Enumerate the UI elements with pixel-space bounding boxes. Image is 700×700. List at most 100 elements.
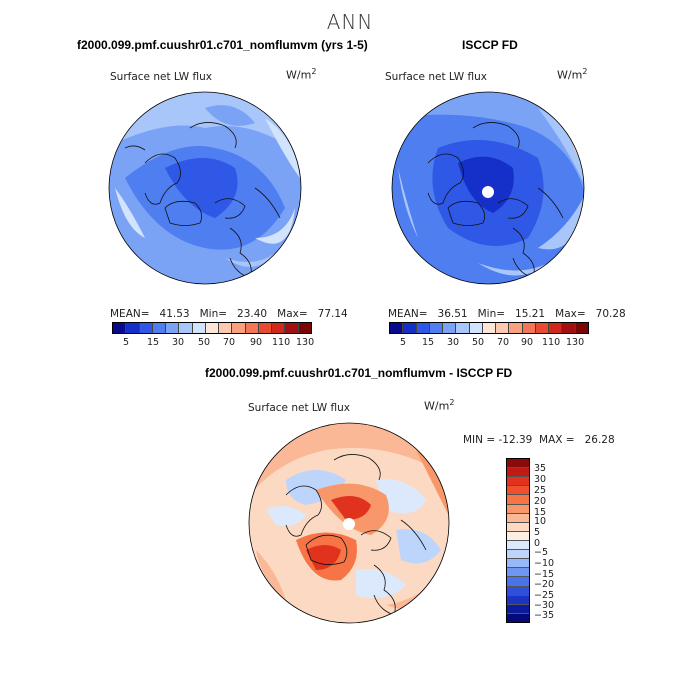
colorbar-tick-label: 70 <box>497 337 510 348</box>
colorbar-swatch <box>272 323 286 333</box>
panel2-variable-label: Surface net LW flux <box>385 71 487 83</box>
panel1-variable-label: Surface net LW flux <box>110 71 212 83</box>
colorbar-tick-label: 70 <box>223 337 236 348</box>
colorbar-tick-label: 30 <box>534 474 547 485</box>
colorbar-swatch <box>507 559 529 569</box>
panel2-polar-map <box>391 91 585 285</box>
panel3-colorbar-labels: 35 30 25 20 15 10 5 0 −5 −10 −15 −20 −25… <box>534 0 574 700</box>
colorbar-tick-label: 90 <box>521 337 534 348</box>
colorbar-swatch <box>507 468 529 478</box>
panel3-colorbar <box>506 458 530 623</box>
colorbar-tick-label: 30 <box>447 337 460 348</box>
colorbar-swatch <box>507 550 529 560</box>
colorbar-swatch <box>245 323 259 333</box>
panel3-coastlines <box>285 454 427 616</box>
colorbar-swatch <box>507 513 529 523</box>
colorbar-swatch <box>429 323 444 333</box>
colorbar-swatch <box>507 486 529 496</box>
panel3-case-title: f2000.099.pmf.cuushr01.c701_nomflumvm - … <box>205 366 513 380</box>
panel3-missing-data-pole <box>343 518 355 530</box>
colorbar-swatch <box>298 323 311 333</box>
colorbar-swatch <box>139 323 153 333</box>
panel3-variable-label: Surface net LW flux <box>248 402 350 414</box>
colorbar-swatch <box>549 323 563 333</box>
colorbar-tick-label: 10 <box>534 516 547 527</box>
colorbar-tick-label: 15 <box>147 337 160 348</box>
colorbar-swatch <box>507 540 529 551</box>
colorbar-swatch <box>575 323 588 333</box>
colorbar-tick-label: 30 <box>172 337 185 348</box>
colorbar-tick-label: 130 <box>566 337 585 348</box>
panel2-units: W/m2 <box>557 67 588 82</box>
colorbar-tick-label: −25 <box>534 590 555 601</box>
colorbar-swatch <box>113 323 127 333</box>
panel2-colorbar-labels: 5 15 30 50 70 90 110 130 <box>0 337 700 351</box>
panel1-units: W/m2 <box>286 67 317 82</box>
colorbar-tick-label: 5 <box>400 337 407 348</box>
panel3-min-max: MIN = -12.39 MAX = 26.28 <box>463 434 615 446</box>
panel2-colorbar <box>389 322 589 334</box>
colorbar-tick-label: 50 <box>198 337 211 348</box>
colorbar-tick-label: −30 <box>534 600 555 611</box>
colorbar-swatch <box>507 522 529 532</box>
colorbar-swatch <box>507 613 529 622</box>
colorbar-tick-label: 15 <box>422 337 435 348</box>
panel2-missing-data-pole <box>482 186 494 198</box>
colorbar-swatch <box>562 323 576 333</box>
colorbar-swatch <box>285 323 299 333</box>
colorbar-swatch <box>507 586 529 596</box>
colorbar-swatch <box>152 323 167 333</box>
colorbar-swatch <box>507 531 529 541</box>
colorbar-tick-label: 130 <box>296 337 315 348</box>
colorbar-tick-label: 50 <box>472 337 485 348</box>
colorbar-swatch <box>179 323 193 333</box>
colorbar-tick-label: −10 <box>534 558 555 569</box>
colorbar-swatch <box>219 323 233 333</box>
colorbar-swatch <box>469 323 483 333</box>
colorbar-tick-label: 35 <box>534 463 547 474</box>
colorbar-tick-label: −5 <box>534 547 549 558</box>
colorbar-swatch <box>507 577 529 587</box>
colorbar-swatch <box>507 477 529 487</box>
colorbar-swatch <box>507 495 529 505</box>
colorbar-swatch <box>507 595 529 605</box>
panel3-polar-map <box>248 422 450 624</box>
colorbar-swatch <box>416 323 430 333</box>
colorbar-tick-label: 20 <box>534 496 547 507</box>
colorbar-swatch <box>456 323 470 333</box>
colorbar-tick-label: −15 <box>534 569 555 580</box>
panel1-polar-map <box>108 91 302 285</box>
colorbar-tick-label: 25 <box>534 485 547 496</box>
colorbar-tick-label: 110 <box>272 337 291 348</box>
colorbar-swatch <box>403 323 417 333</box>
colorbar-tick-label: −35 <box>534 610 555 621</box>
colorbar-tick-label: −20 <box>534 579 555 590</box>
colorbar-tick-label: 5 <box>123 337 130 348</box>
colorbar-tick-label: 5 <box>534 527 541 538</box>
panel1-colorbar <box>112 322 312 334</box>
colorbar-tick-label: 15 <box>534 507 547 518</box>
panel2-case-title: ISCCP FD <box>462 38 518 52</box>
colorbar-swatch <box>126 323 140 333</box>
colorbar-swatch <box>482 323 497 333</box>
colorbar-swatch <box>192 323 206 333</box>
colorbar-tick-label: 90 <box>250 337 263 348</box>
page-title: ANN <box>326 10 374 34</box>
panel3-units: W/m2 <box>424 398 455 413</box>
panel1-colorbar-labels: 5 15 30 50 70 90 110 130 <box>0 337 700 351</box>
panel1-stats: MEAN= 41.53 Min= 23.40 Max= 77.14 <box>110 308 348 320</box>
colorbar-swatch <box>496 323 510 333</box>
colorbar-tick-label: 0 <box>534 538 541 549</box>
panel1-flux-field <box>109 92 301 284</box>
panel1-coastlines <box>124 122 281 279</box>
colorbar-swatch <box>258 323 273 333</box>
colorbar-swatch <box>507 459 529 469</box>
colorbar-swatch <box>507 604 529 614</box>
panel2-stats: MEAN= 36.51 Min= 15.21 Max= 70.28 <box>388 308 626 320</box>
colorbar-swatch <box>507 568 529 578</box>
colorbar-swatch <box>166 323 180 333</box>
colorbar-swatch <box>522 323 536 333</box>
colorbar-swatch <box>509 323 523 333</box>
colorbar-swatch <box>443 323 457 333</box>
colorbar-swatch <box>390 323 404 333</box>
